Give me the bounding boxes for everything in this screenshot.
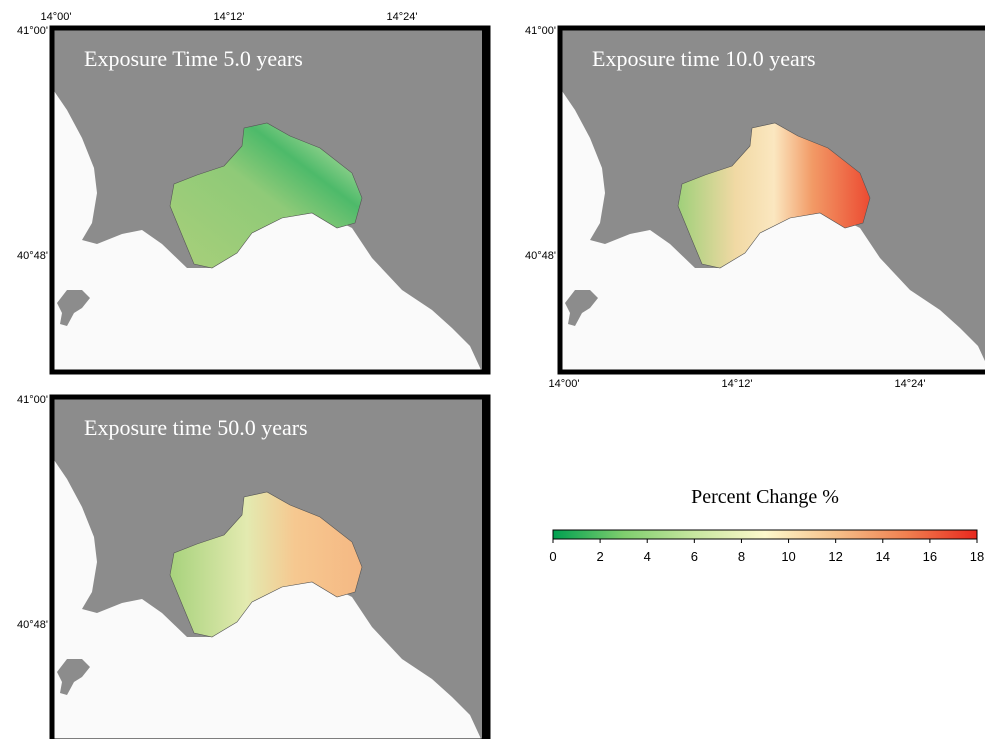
- frame-right: [482, 28, 488, 372]
- panel-title: Exposure time 10.0 years: [592, 46, 816, 71]
- panel-title: Exposure Time 5.0 years: [84, 46, 303, 71]
- colorbar-tick-label: 18: [970, 549, 984, 564]
- lat-label: 41°00': [525, 25, 556, 37]
- colorbar-tick-label: 6: [691, 549, 698, 564]
- lon-label: 14°00': [549, 378, 580, 390]
- frame-right: [482, 397, 488, 739]
- lon-label: 14°12': [722, 378, 753, 390]
- colorbar-tick-label: 4: [644, 549, 651, 564]
- lat-label: 40°48': [17, 619, 48, 631]
- colorbar-title: Percent Change %: [691, 486, 839, 508]
- map-panel: Exposure Time 5.0 years 41°00' 40°48' 14°00…: [17, 11, 488, 372]
- lat-label: 40°48': [525, 250, 556, 262]
- lat-label: 40°48': [17, 250, 48, 262]
- colorbar-tick-label: 8: [738, 549, 745, 564]
- colorbar-tick-label: 0: [549, 549, 556, 564]
- lat-label: 41°00': [17, 25, 48, 37]
- colorbar-tick-label: 2: [596, 549, 603, 564]
- lon-label: 14°00': [41, 11, 72, 23]
- colorbar-tick-label: 16: [923, 549, 937, 564]
- panel-title: Exposure time 50.0 years: [84, 415, 308, 440]
- lon-label: 14°24': [387, 11, 418, 23]
- colorbar-tick-label: 10: [781, 549, 795, 564]
- colorbar-tick-label: 14: [876, 549, 890, 564]
- colorbar-tick-label: 12: [828, 549, 842, 564]
- colorbar: [553, 530, 977, 539]
- figure: Exposure Time 5.0 years 41°00' 40°48' 14°00…: [0, 0, 985, 739]
- lon-label: 14°12': [214, 11, 245, 23]
- lat-label: 41°00': [17, 394, 48, 406]
- lon-label: 14°24': [895, 378, 926, 390]
- map-panel: Exposure time 10.0 years 41°00' 40°48' 14°0…: [525, 25, 985, 390]
- map-panel: Exposure time 50.0 years 41°00' 40°48': [17, 394, 488, 739]
